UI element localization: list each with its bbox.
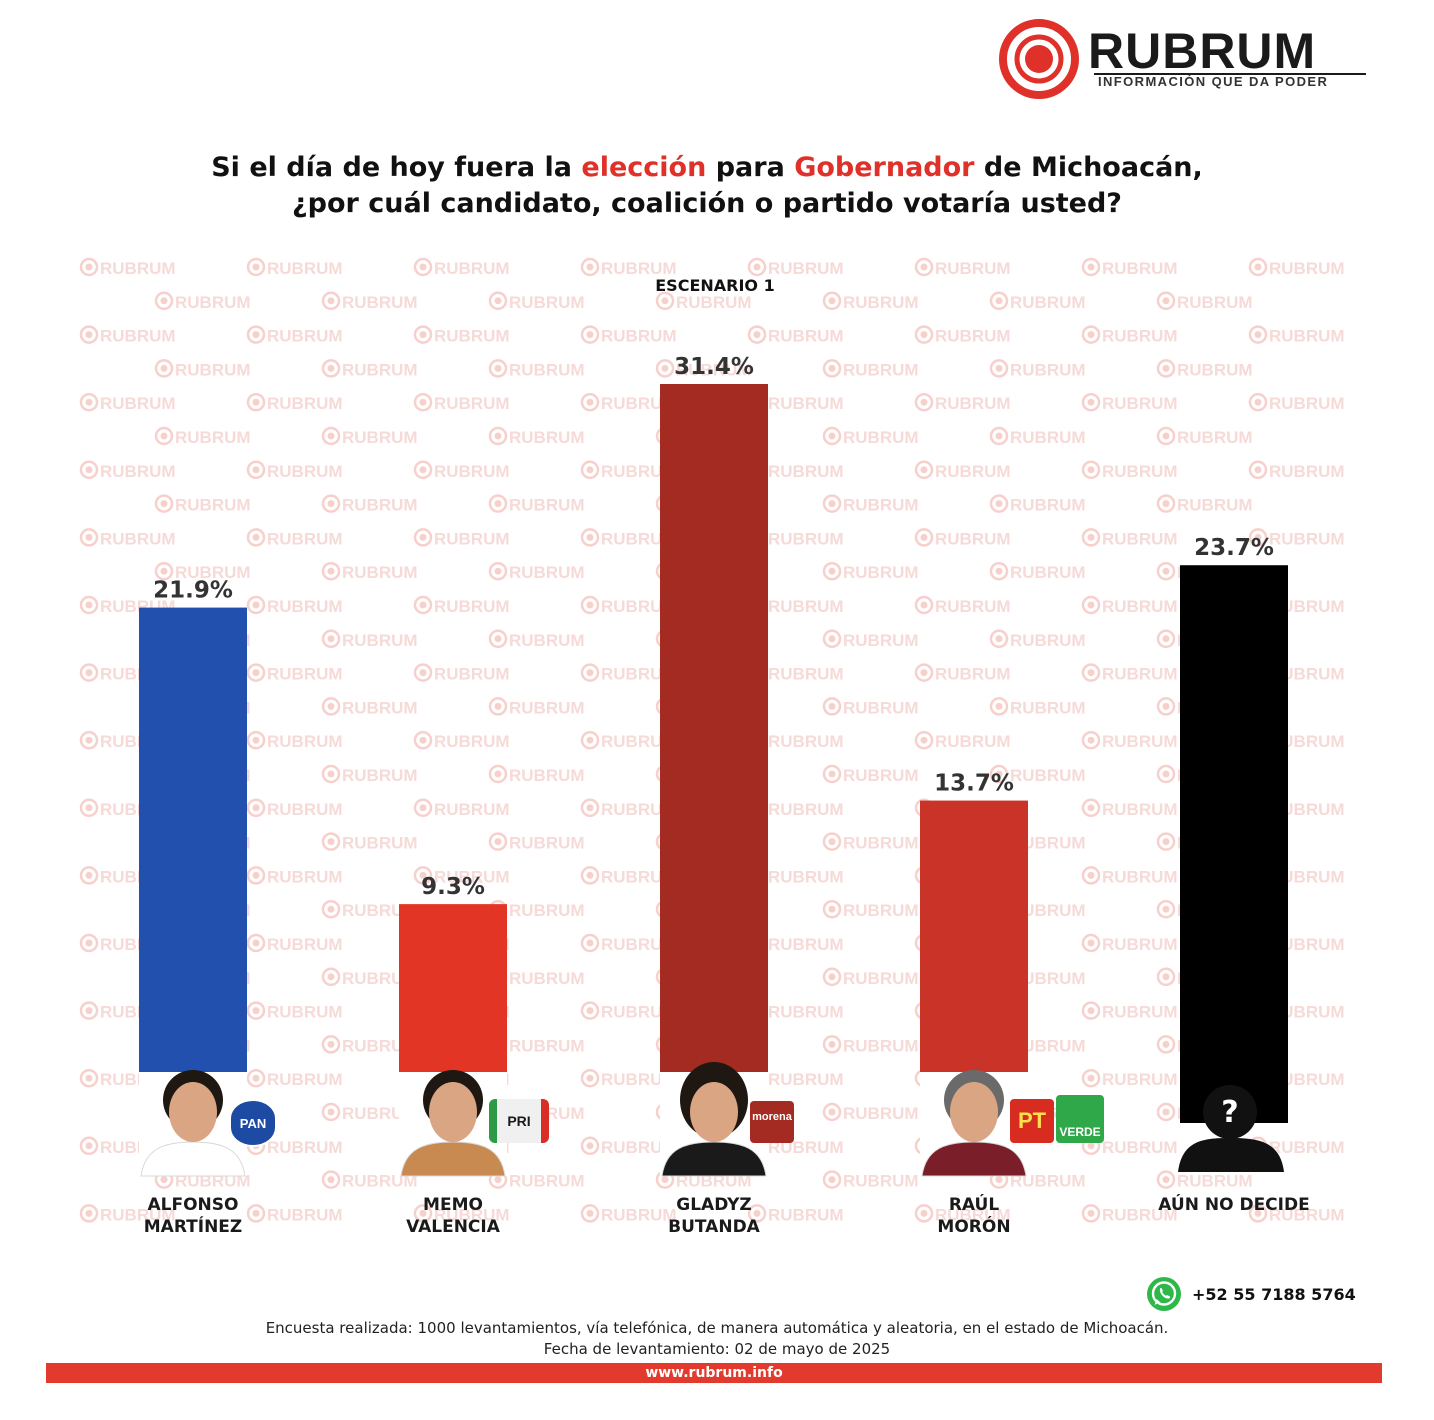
party-logo-morena: morena [750,1101,794,1143]
value-label-alfonso-martinez: 21.9% [153,578,233,604]
brand-logo: RUBRUM INFORMACIÓN QUE DA PODER [998,18,1378,102]
candidate-name-gladyz-butanda: GLADYZ BUTANDA [668,1195,760,1237]
survey-date: Fecha de levantamiento: 02 de mayo de 20… [543,1340,891,1358]
phone-number: +52 55 7188 5764 [1192,1284,1356,1304]
footer-bar: www.rubrum.info [46,1363,1382,1383]
bar-aun-no-decide [1180,565,1288,1123]
bar-raul-moron [920,800,1028,1123]
party-logo-pan: PAN [229,1099,277,1147]
question-text: para [706,152,795,183]
question-line-2: ¿por cuál candidato, coalición o partido… [292,188,1122,219]
question-text: Si el día de hoy fuera la [211,152,582,183]
question-highlight-gobernador: Gobernador [794,152,975,183]
value-label-aun-no-decide: 23.7% [1194,535,1274,561]
methodology-note: Encuesta realizada: 1000 levantamientos,… [265,1319,1169,1337]
question-highlight-eleccion: elección [581,152,707,183]
candidate-name-memo-valencia: MEMO VALENCIA [406,1195,500,1237]
unknown-person-icon: ? [1178,1085,1284,1172]
whatsapp-icon [1147,1277,1181,1311]
candidate-photo-alfonso-martinez [139,1070,247,1177]
candidate-name-alfonso-martinez: ALFONSO MARTÍNEZ [143,1195,243,1237]
party-logo-pri: PRI [489,1099,549,1143]
brand-name: RUBRUM [1088,23,1317,79]
party-logo-pt: PT [1010,1099,1054,1143]
candidate-name-aun-no-decide: AÚN NO DECIDE [1158,1195,1310,1215]
party-logo-verde: VERDE [1056,1095,1104,1143]
website-link[interactable]: www.rubrum.info [645,1365,783,1381]
question-line-1: Si el día de hoy fuera la elección para … [100,150,1314,186]
value-label-memo-valencia: 9.3% [421,874,485,900]
candidate-name-raul-moron: RAÚL MORÓN [937,1195,1011,1237]
logo-divider [1094,73,1366,75]
bar-alfonso-martinez [139,607,247,1123]
svg-text:?: ? [1221,1095,1238,1130]
question-text: de Michoacán, [974,152,1203,183]
survey-question: Si el día de hoy fuera la elección para … [100,150,1314,222]
brand-tagline: INFORMACIÓN QUE DA PODER [1098,74,1329,89]
logo-ring-icon [999,19,1079,99]
chart-title: ESCENARIO 1 [655,276,775,295]
contact-phone[interactable]: +52 55 7188 5764 [1146,1276,1356,1312]
bar-gladyz-butanda [660,384,768,1123]
value-label-raul-moron: 13.7% [934,771,1014,797]
value-label-gladyz-butanda: 31.4% [674,354,754,380]
